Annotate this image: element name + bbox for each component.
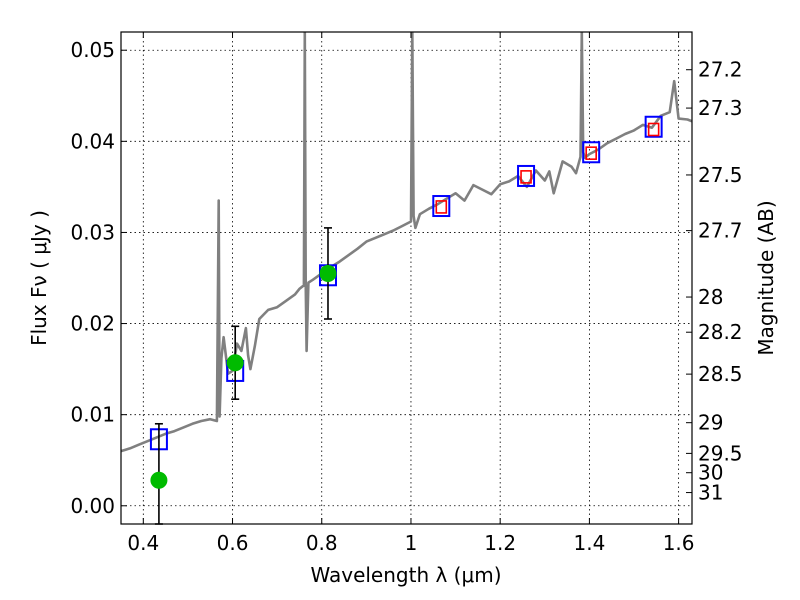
observed-flux-point bbox=[319, 264, 337, 282]
y2-tick-label: 28.5 bbox=[698, 362, 743, 386]
x-tick-label: 0.6 bbox=[217, 531, 249, 555]
y2-tick-label: 27.3 bbox=[698, 96, 743, 120]
y-tick-label: 0.04 bbox=[70, 129, 115, 153]
y2-tick-label: 27.2 bbox=[698, 58, 743, 82]
y2-tick-label: 30 bbox=[698, 461, 723, 485]
x-tick-label: 1.6 bbox=[663, 531, 695, 555]
model-flux-square bbox=[582, 141, 601, 164]
y-tick-label: 0.02 bbox=[70, 312, 115, 336]
model-flux-square bbox=[644, 115, 663, 138]
y2-tick-label: 27.5 bbox=[698, 163, 743, 187]
y2-tick-label: 28 bbox=[698, 285, 723, 309]
model-irac-square bbox=[585, 146, 597, 160]
y-tick-label: 0.01 bbox=[70, 403, 115, 427]
y2-tick-label: 27.7 bbox=[698, 219, 743, 243]
x-tick-label: 0.4 bbox=[127, 531, 159, 555]
model-irac-square bbox=[520, 170, 532, 184]
observed-flux-point bbox=[150, 471, 168, 489]
y2-tick-label: 31 bbox=[698, 481, 723, 505]
y2-tick-label: 29.5 bbox=[698, 441, 743, 465]
y2-axis-title: Magnitude (AB) bbox=[754, 200, 778, 355]
y-tick-label: 0.03 bbox=[70, 220, 115, 244]
axis-ticks: 0.4 0.6 0.8 1 1.2 1.4 1.6 0.00 0.01 0.02 0.03 0.04 0… bbox=[70, 32, 743, 555]
model-flux-square bbox=[432, 195, 451, 218]
y2-tick-label: 29 bbox=[698, 411, 723, 435]
y-tick-label: 0.00 bbox=[70, 494, 115, 518]
x-tick-label: 1.4 bbox=[573, 531, 605, 555]
y-axis-title: Flux Fν ( μJy ) bbox=[27, 210, 51, 346]
x-tick-label: 1 bbox=[405, 531, 418, 555]
plot-frame bbox=[120, 31, 693, 525]
model-irac-square bbox=[435, 200, 448, 214]
model-flux-square bbox=[517, 164, 536, 187]
observed-flux-point bbox=[226, 354, 244, 372]
x-tick-label: 1.2 bbox=[484, 531, 516, 555]
model-irac-square bbox=[647, 122, 660, 137]
x-tick-label: 0.8 bbox=[306, 531, 338, 555]
y-tick-label: 0.05 bbox=[70, 38, 115, 62]
x-axis-title: Wavelength λ (μm) bbox=[310, 563, 501, 587]
y2-tick-label: 28.2 bbox=[698, 320, 743, 344]
